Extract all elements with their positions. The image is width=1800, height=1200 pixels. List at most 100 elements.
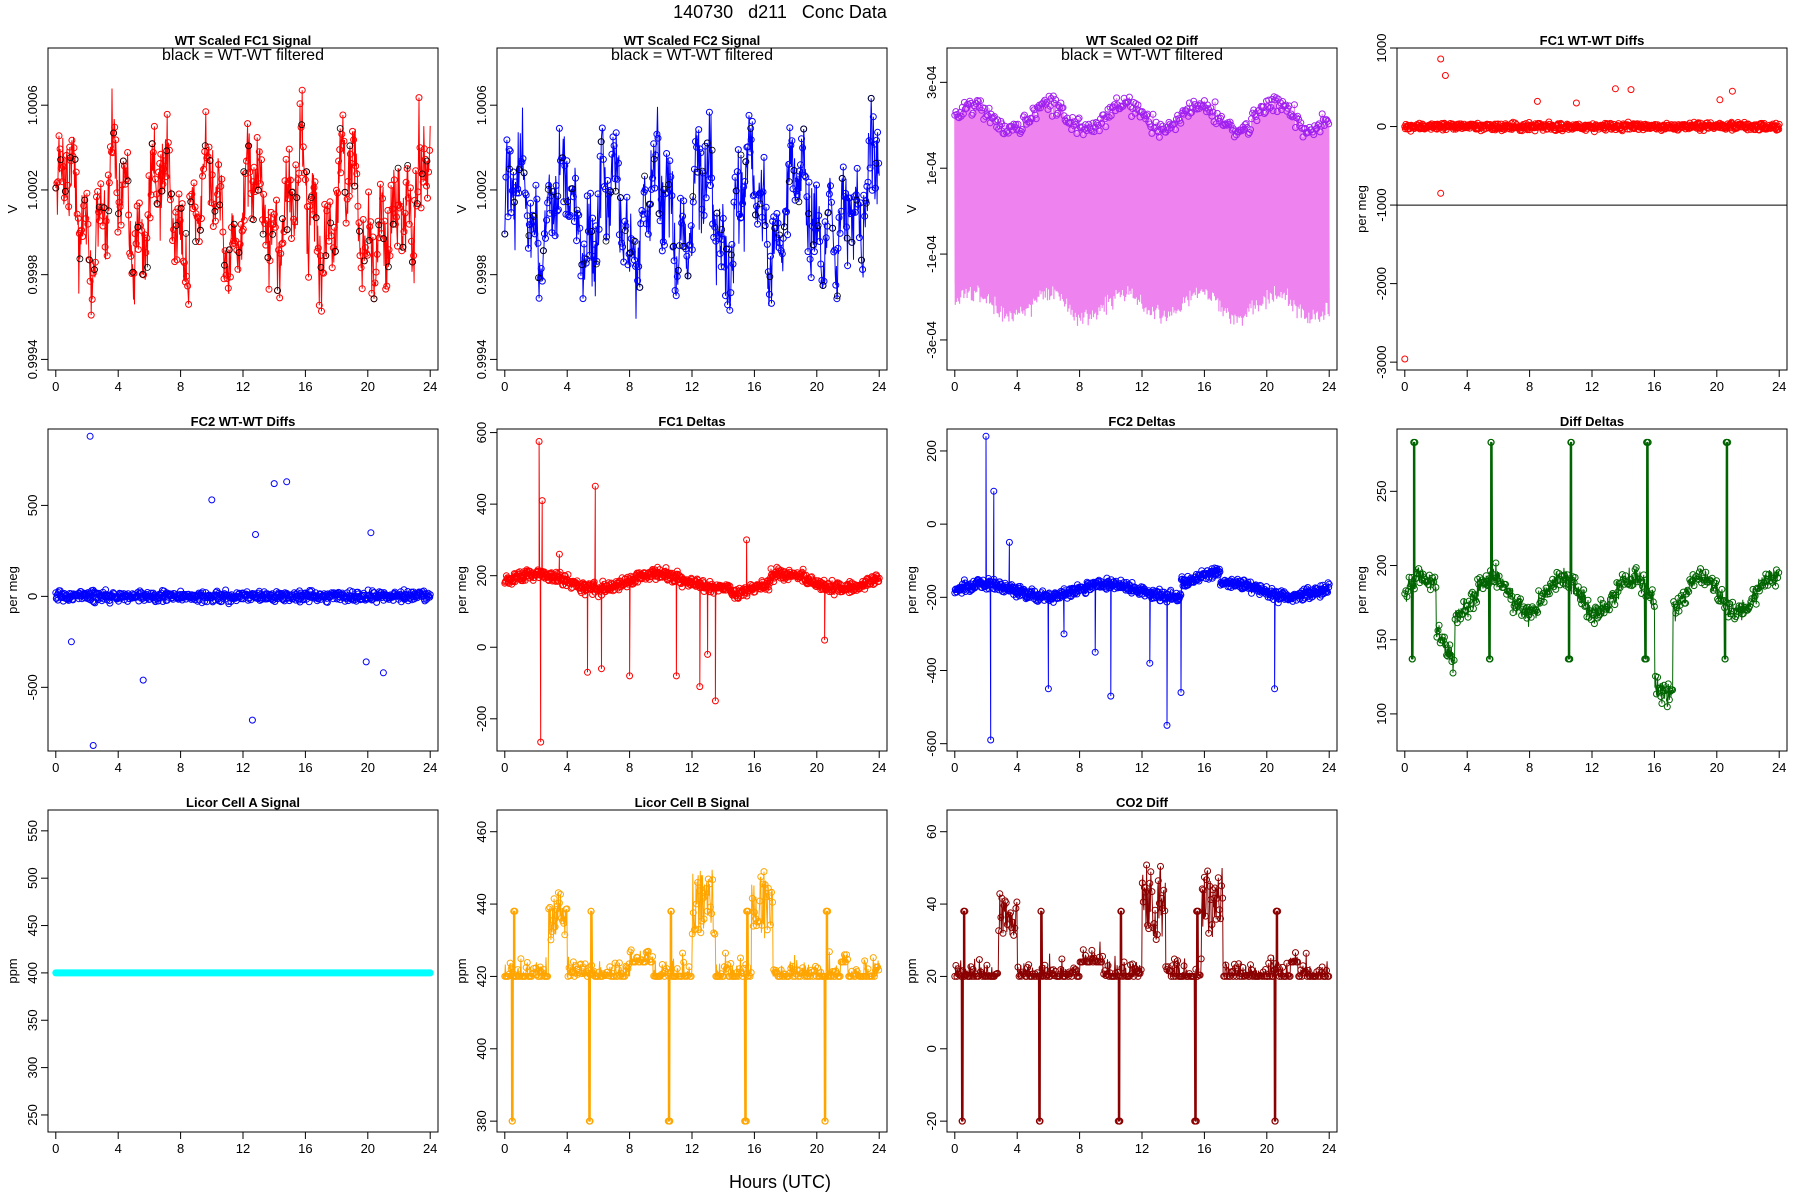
x-tick-label: 12 xyxy=(685,760,699,775)
data-point xyxy=(285,145,293,153)
data-point xyxy=(108,148,115,156)
data-point xyxy=(159,180,167,188)
data-point xyxy=(688,246,696,254)
filtered-point xyxy=(679,242,687,250)
data-point xyxy=(816,238,824,245)
data-point xyxy=(740,965,748,972)
data-point xyxy=(693,900,701,908)
data-point xyxy=(1445,650,1453,658)
data-point xyxy=(695,126,703,134)
data-point xyxy=(611,959,619,967)
data-point xyxy=(151,175,159,183)
data-point xyxy=(259,216,267,224)
data-point xyxy=(1593,604,1601,612)
data-point xyxy=(1410,585,1418,593)
data-point xyxy=(70,144,78,152)
data-point xyxy=(1702,568,1710,576)
data-point xyxy=(311,178,319,186)
data-point xyxy=(982,432,990,440)
data-point xyxy=(797,161,804,169)
data-point xyxy=(1125,93,1133,101)
data-point xyxy=(1683,590,1690,598)
filtered-point xyxy=(771,224,779,232)
data-point xyxy=(115,198,123,206)
data-point xyxy=(1167,586,1175,594)
data-point xyxy=(678,219,686,227)
filtered-point xyxy=(81,196,89,204)
x-tick-label: 8 xyxy=(626,760,633,775)
filtered-point xyxy=(312,214,320,222)
y-tick-label: -400 xyxy=(924,657,939,683)
data-point xyxy=(1271,685,1279,693)
data-point xyxy=(1648,586,1656,594)
data-point xyxy=(666,157,674,165)
filtered-point xyxy=(655,210,663,218)
data-point xyxy=(56,145,64,153)
data-point xyxy=(134,246,142,253)
data-point xyxy=(161,157,169,165)
filtered-point xyxy=(389,220,397,228)
data-point xyxy=(742,1117,750,1125)
data-point xyxy=(316,252,324,260)
x-tick-label: 16 xyxy=(747,379,761,394)
data-point xyxy=(1554,577,1562,585)
data-point xyxy=(735,965,743,973)
data-point xyxy=(743,536,751,544)
data-point xyxy=(89,742,97,749)
filtered-point xyxy=(535,274,542,282)
data-point xyxy=(707,182,714,189)
data-point xyxy=(727,289,735,297)
data-point xyxy=(386,252,394,260)
data-point xyxy=(757,873,765,881)
y-tick-label: -1e-04 xyxy=(924,235,939,273)
filtered-point xyxy=(327,219,335,227)
data-point xyxy=(671,287,679,294)
data-point xyxy=(587,907,595,915)
data-point xyxy=(875,577,883,585)
data-point xyxy=(638,207,646,214)
data-point xyxy=(353,170,361,178)
data-point xyxy=(1721,655,1729,663)
data-point xyxy=(1465,597,1473,605)
data-point xyxy=(262,241,270,249)
data-point xyxy=(401,209,409,217)
data-point xyxy=(1611,601,1619,609)
filtered-point xyxy=(351,182,359,190)
data-point xyxy=(1102,585,1110,593)
data-point xyxy=(1254,107,1262,115)
data-point xyxy=(745,111,753,119)
data-point xyxy=(627,946,635,954)
data-point xyxy=(1556,581,1564,589)
data-point xyxy=(754,220,762,228)
data-point xyxy=(544,199,552,207)
data-point xyxy=(570,218,578,225)
filtered-point xyxy=(115,210,122,218)
data-point xyxy=(672,292,680,300)
data-point xyxy=(524,244,532,252)
filtered-point xyxy=(288,188,296,196)
filtered-point xyxy=(95,203,103,211)
filtered-point xyxy=(641,172,648,180)
filtered-point xyxy=(148,140,156,148)
x-tick-label: 4 xyxy=(115,379,122,394)
x-tick-label: 24 xyxy=(1322,760,1336,775)
plot-area xyxy=(1401,438,1783,711)
filtered-point xyxy=(593,260,600,268)
data-point xyxy=(208,496,216,504)
data-point xyxy=(417,204,425,212)
chart-note: black = WT-WT filtered xyxy=(611,47,773,64)
data-point xyxy=(426,591,434,599)
data-point xyxy=(1215,565,1223,573)
data-point xyxy=(656,217,664,225)
data-point xyxy=(248,215,256,223)
data-point xyxy=(584,668,591,676)
data-point xyxy=(632,262,639,270)
data-point xyxy=(113,189,121,197)
series-line xyxy=(1404,441,1780,707)
x-tick-label: 4 xyxy=(115,1141,122,1156)
filtered-point xyxy=(626,249,634,257)
data-point xyxy=(1510,602,1518,610)
data-point xyxy=(255,148,263,156)
x-tick-label: 20 xyxy=(361,1141,375,1156)
filtered-point xyxy=(602,237,610,245)
